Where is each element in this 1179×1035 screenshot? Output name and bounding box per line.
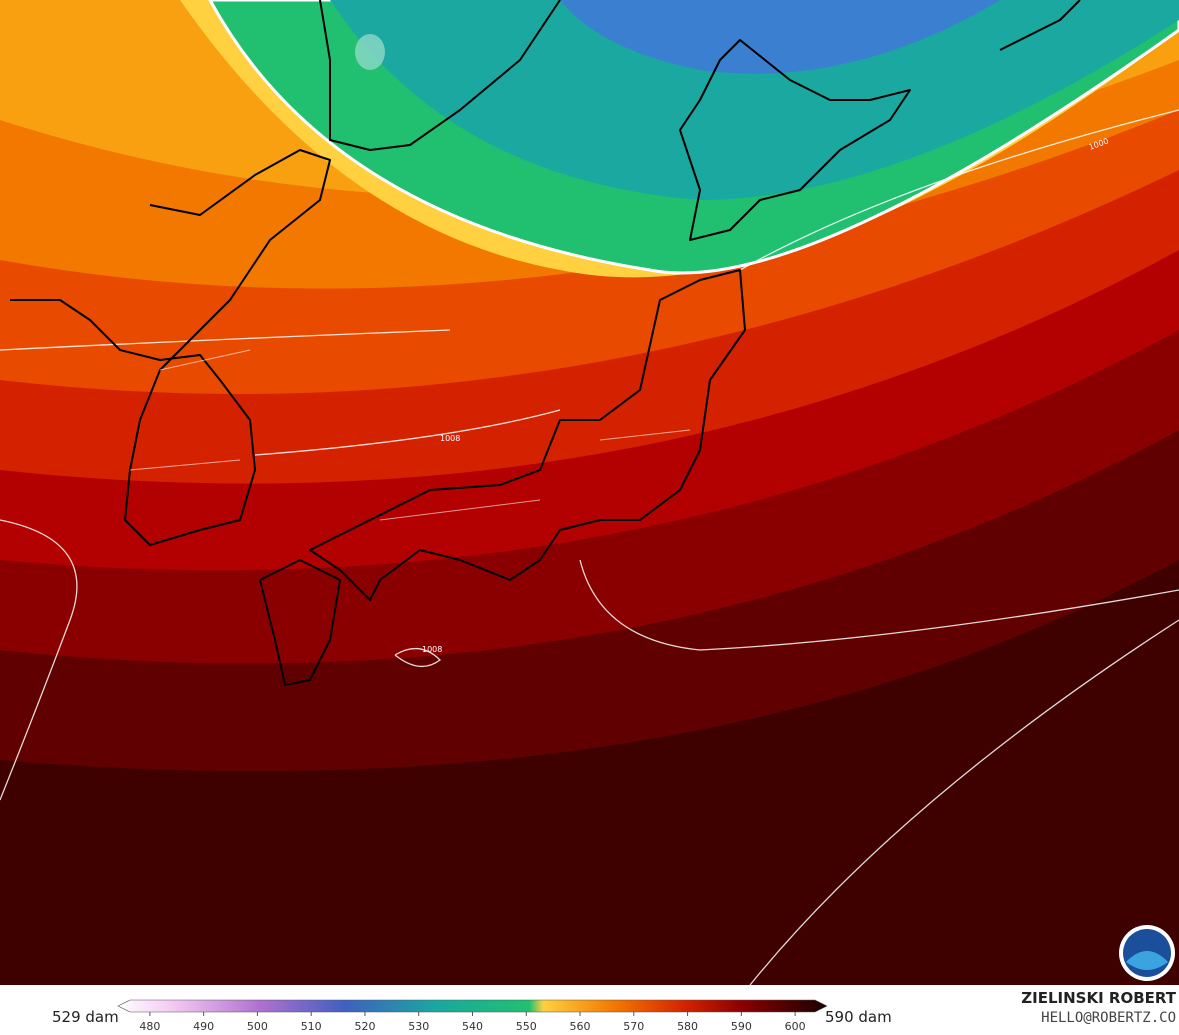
colorbar-tick-label: 500: [247, 1020, 268, 1033]
colorbar-tick-label: 520: [354, 1020, 375, 1033]
colorbar-tick-label: 480: [139, 1020, 160, 1033]
colorbar-tick-label: 600: [785, 1020, 806, 1033]
colorbar-tick-label: 530: [408, 1020, 429, 1033]
colorbar-min-label: 529 dam: [52, 1008, 119, 1026]
colorbar-tick-label: 490: [193, 1020, 214, 1033]
colorbar-tick-label: 580: [677, 1020, 698, 1033]
colorbar-tick-label: 510: [301, 1020, 322, 1033]
credit-contact: HELLO@ROBERTZ.CO: [1041, 1010, 1176, 1026]
height-map: 1008 1008 1000: [0, 0, 1179, 985]
colorbar-max-label: 590 dam: [825, 1008, 892, 1026]
colorbar-tick-label: 550: [516, 1020, 537, 1033]
contour-label: 1008: [440, 434, 460, 443]
contour-label: 1008: [422, 645, 442, 654]
colorbar-tick-label: 540: [462, 1020, 483, 1033]
colorbar-tick-label: 560: [570, 1020, 591, 1033]
colorbar-tick-label: 570: [623, 1020, 644, 1033]
credit-name: ZIELINSKI ROBERT: [1021, 989, 1176, 1007]
colorbar: 480 490 500 510 520 530 540 550 560 570 580 590 600: [117, 999, 828, 1033]
noaa-logo: [1119, 925, 1175, 981]
colorbar-tick-label: 590: [731, 1020, 752, 1033]
